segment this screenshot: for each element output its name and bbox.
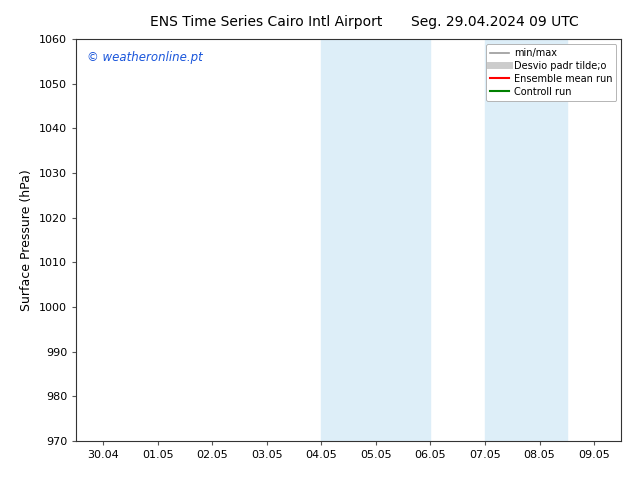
Text: Seg. 29.04.2024 09 UTC: Seg. 29.04.2024 09 UTC [411, 15, 578, 29]
Text: ENS Time Series Cairo Intl Airport: ENS Time Series Cairo Intl Airport [150, 15, 382, 29]
Text: © weatheronline.pt: © weatheronline.pt [87, 51, 203, 64]
Y-axis label: Surface Pressure (hPa): Surface Pressure (hPa) [20, 169, 34, 311]
Bar [485, 39, 567, 441]
Legend: min/max, Desvio padr tilde;o, Ensemble mean run, Controll run: min/max, Desvio padr tilde;o, Ensemble m… [486, 44, 616, 100]
Bar [321, 39, 430, 441]
